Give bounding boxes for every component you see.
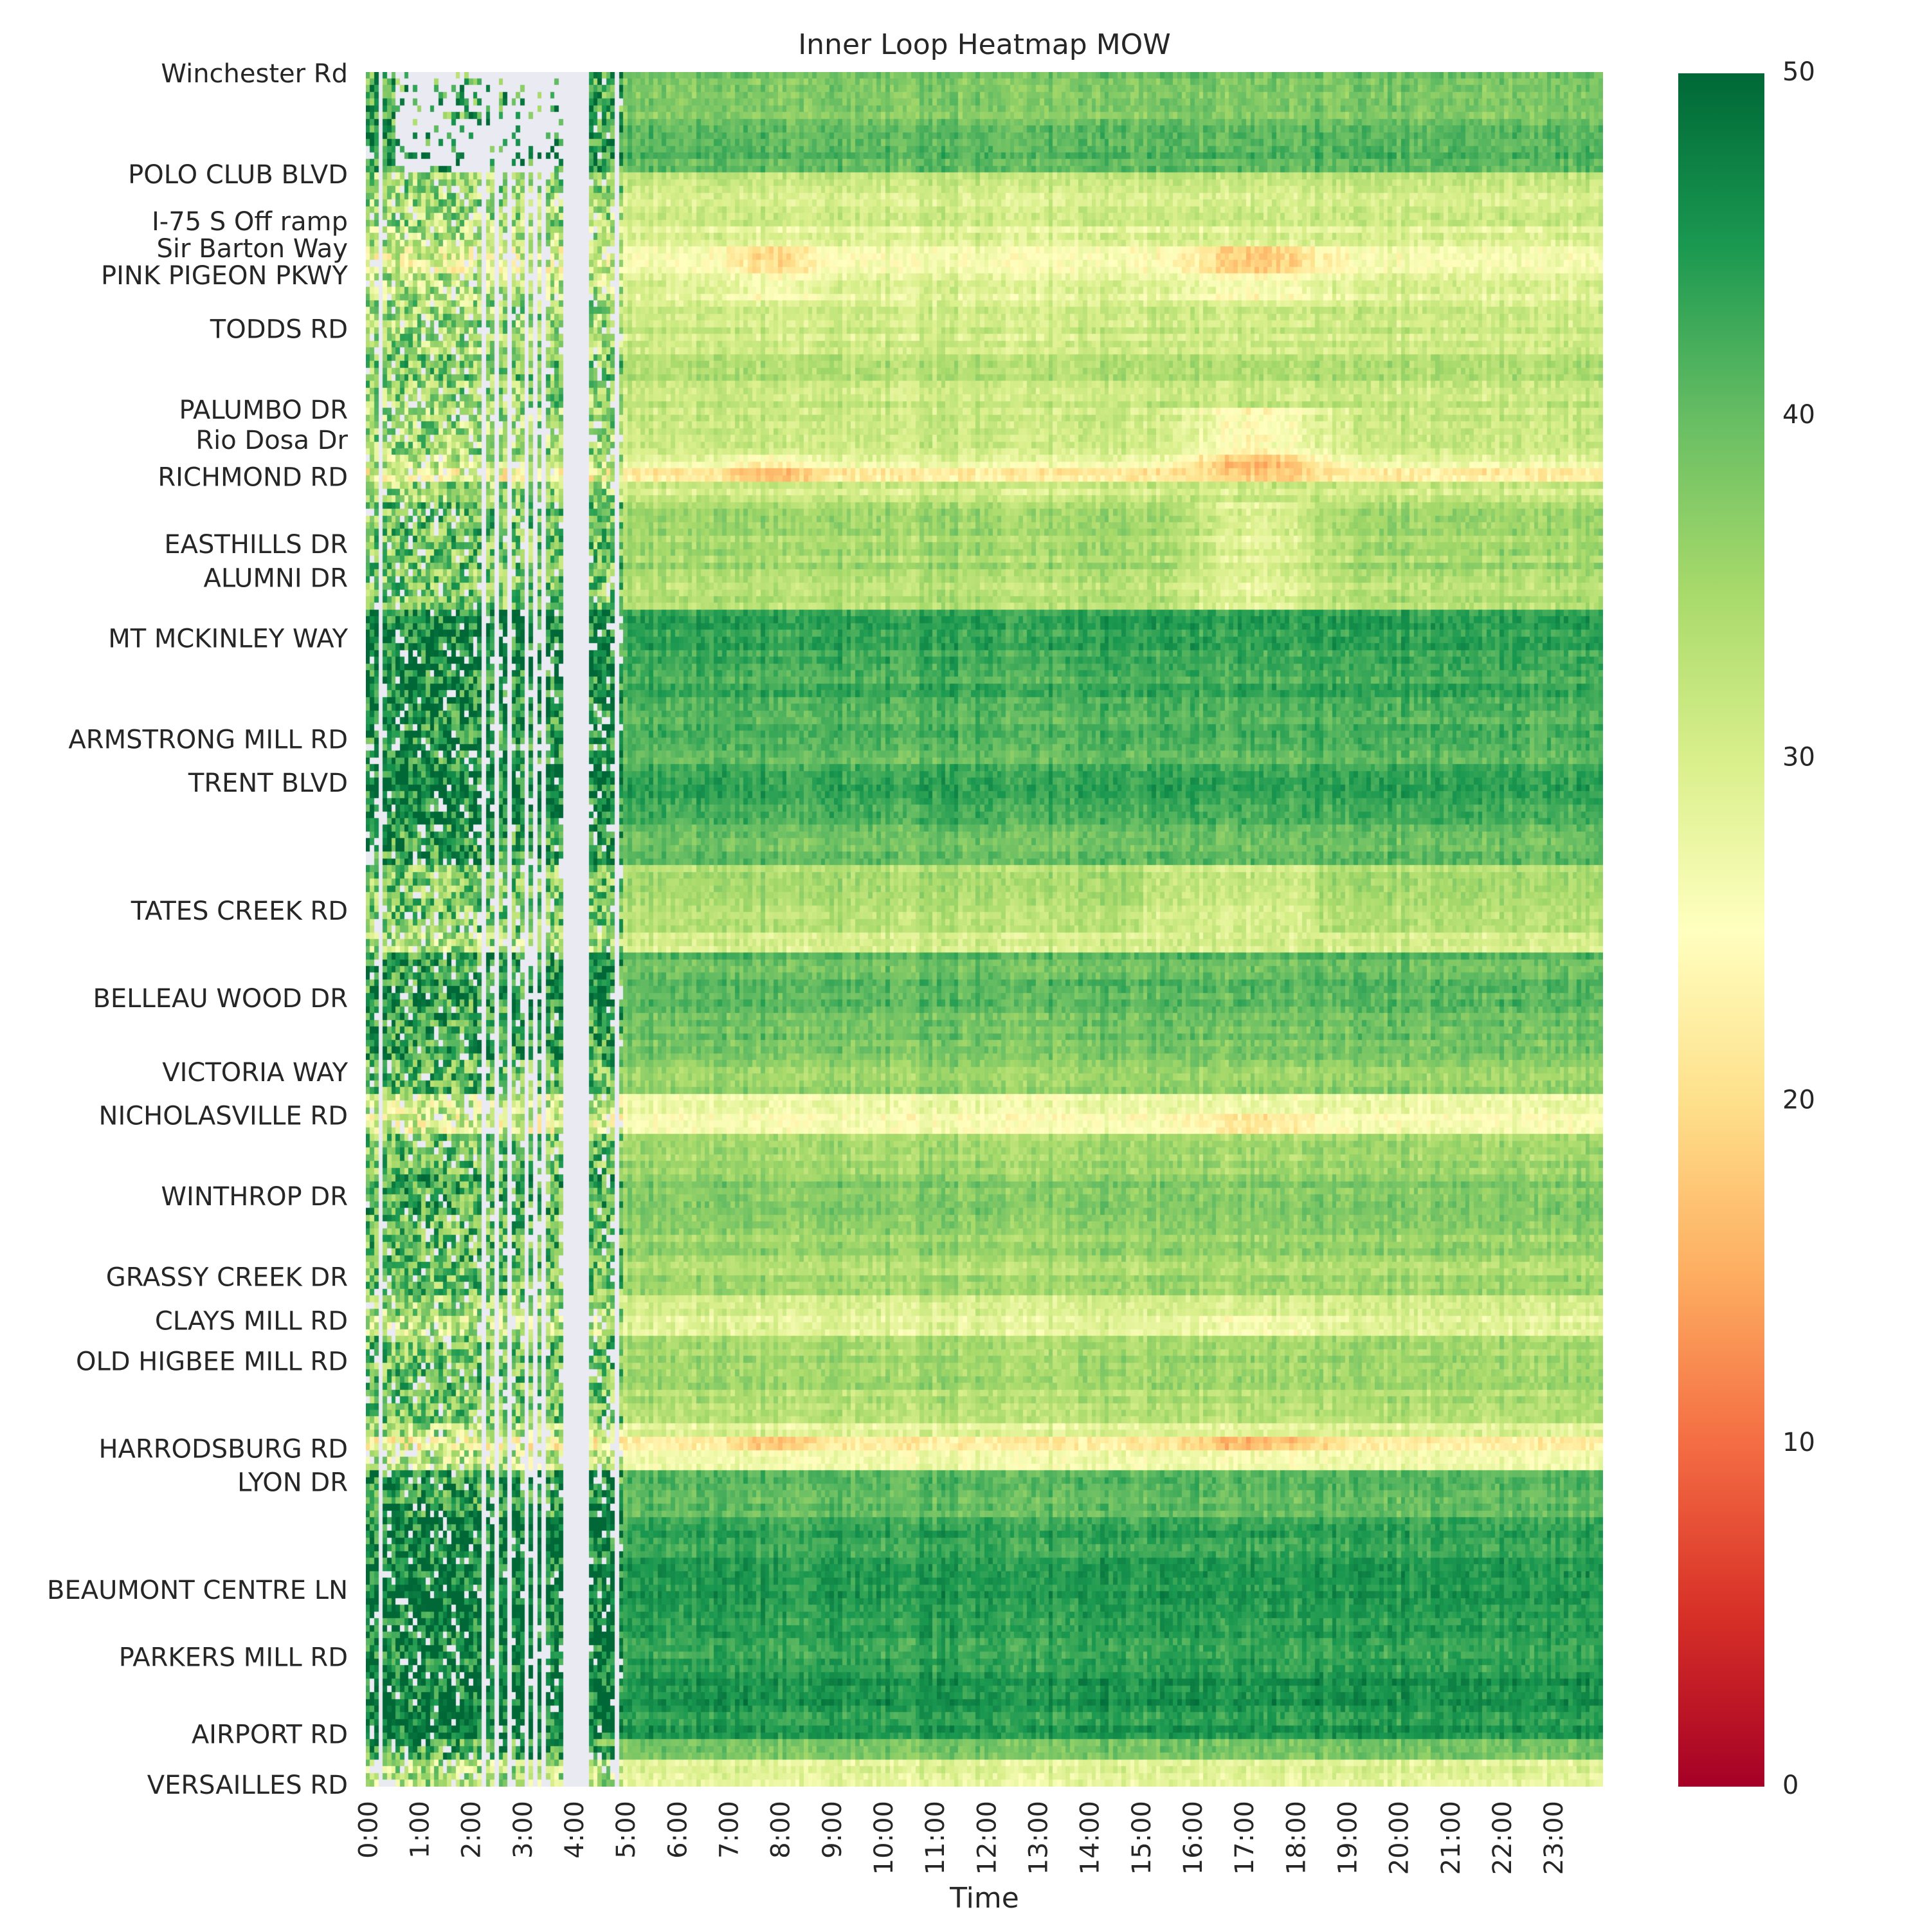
heatmap-grid xyxy=(366,72,1603,1787)
x-tick-label: 6:00 xyxy=(663,1801,693,1859)
chart-title: Inner Loop Heatmap MOW xyxy=(798,28,1171,61)
y-tick-label: POLO CLUB BLVD xyxy=(128,160,348,190)
x-tick-label: 7:00 xyxy=(715,1801,745,1859)
y-tick-label: BEAUMONT CENTRE LN xyxy=(47,1576,348,1605)
x-tick-label: 18:00 xyxy=(1281,1801,1311,1875)
colorbar-tick-label: 20 xyxy=(1782,1085,1815,1115)
y-tick-label: VICTORIA WAY xyxy=(162,1058,348,1088)
colorbar-tick-label: 40 xyxy=(1782,400,1815,430)
y-tick-label: Rio Dosa Dr xyxy=(195,426,348,455)
x-tick-label: 0:00 xyxy=(354,1801,383,1859)
colorbar: 0 10 20 30 40 50 xyxy=(1678,57,1815,1800)
x-tick-label: 22:00 xyxy=(1488,1801,1517,1875)
colorbar-tick-label: 0 xyxy=(1782,1771,1798,1800)
x-tick-label: 15:00 xyxy=(1127,1801,1157,1875)
y-tick-label: ALUMNI DR xyxy=(204,563,348,593)
x-tick-label: 5:00 xyxy=(611,1801,641,1859)
y-tick-label: MT MCKINLEY WAY xyxy=(108,624,348,653)
y-tick-label: HARRODSBURG RD xyxy=(98,1434,348,1464)
y-tick-label: EASTHILLS DR xyxy=(164,530,348,560)
y-tick-label: TATES CREEK RD xyxy=(131,897,348,926)
y-tick-label: TODDS RD xyxy=(210,315,348,345)
x-tick-label: 12:00 xyxy=(972,1801,1002,1875)
y-tick-label: PALUMBO DR xyxy=(179,396,348,425)
y-tick-label: OLD HIGBEE MILL RD xyxy=(76,1347,348,1376)
y-tick-label: LYON DR xyxy=(237,1468,348,1498)
x-axis-label: Time xyxy=(949,1882,1019,1915)
x-tick-label: 14:00 xyxy=(1076,1801,1105,1875)
x-tick-label: 23:00 xyxy=(1539,1801,1569,1875)
y-tick-label: I-75 S Off ramp xyxy=(152,207,348,237)
y-tick-label: PINK PIGEON PKWY xyxy=(101,261,349,291)
x-tick-label: 1:00 xyxy=(406,1801,435,1859)
x-tick-label: 16:00 xyxy=(1179,1801,1208,1875)
x-tick-label: 4:00 xyxy=(560,1801,590,1859)
x-tick-label: 3:00 xyxy=(509,1801,538,1859)
colorbar-gradient xyxy=(1678,73,1764,1787)
y-tick-label: BELLEAU WOOD DR xyxy=(93,984,348,1014)
y-tick-label: AIRPORT RD xyxy=(192,1720,348,1750)
y-tick-label: NICHOLASVILLE RD xyxy=(99,1102,348,1131)
y-tick-label: CLAYS MILL RD xyxy=(155,1307,348,1336)
y-tick-label: GRASSY CREEK DR xyxy=(106,1263,348,1293)
x-tick-label: 17:00 xyxy=(1230,1801,1260,1875)
x-tick-label: 8:00 xyxy=(766,1801,796,1859)
x-axis-tick-labels: 0:00 1:00 2:00 3:00 4:00 5:00 6:00 7:00 8:00 9:00… xyxy=(354,1801,1569,1875)
y-tick-label: ARMSTRONG MILL RD xyxy=(68,725,348,754)
y-tick-label: Sir Barton Way xyxy=(157,234,348,264)
x-tick-label: 19:00 xyxy=(1334,1801,1363,1875)
x-tick-label: 20:00 xyxy=(1385,1801,1415,1875)
y-tick-label: WINTHROP DR xyxy=(161,1182,349,1212)
colorbar-tick-label: 10 xyxy=(1782,1428,1815,1457)
x-tick-label: 10:00 xyxy=(869,1801,899,1875)
x-tick-label: 13:00 xyxy=(1024,1801,1054,1875)
x-tick-label: 2:00 xyxy=(457,1801,487,1859)
x-tick-label: 21:00 xyxy=(1436,1801,1466,1875)
y-tick-label: TRENT BLVD xyxy=(188,769,348,798)
y-tick-label: VERSAILLES RD xyxy=(147,1771,348,1800)
colorbar-tick-label: 30 xyxy=(1782,743,1815,772)
y-tick-label: Winchester Rd xyxy=(161,59,348,89)
y-axis-tick-labels: Winchester Rd POLO CLUB BLVD I-75 S Off ra… xyxy=(47,59,349,1800)
x-tick-label: 11:00 xyxy=(921,1801,950,1875)
colorbar-tick-label: 50 xyxy=(1782,57,1815,87)
x-tick-label: 9:00 xyxy=(818,1801,847,1859)
y-tick-label: PARKERS MILL RD xyxy=(119,1643,348,1672)
y-tick-label: RICHMOND RD xyxy=(158,463,348,493)
